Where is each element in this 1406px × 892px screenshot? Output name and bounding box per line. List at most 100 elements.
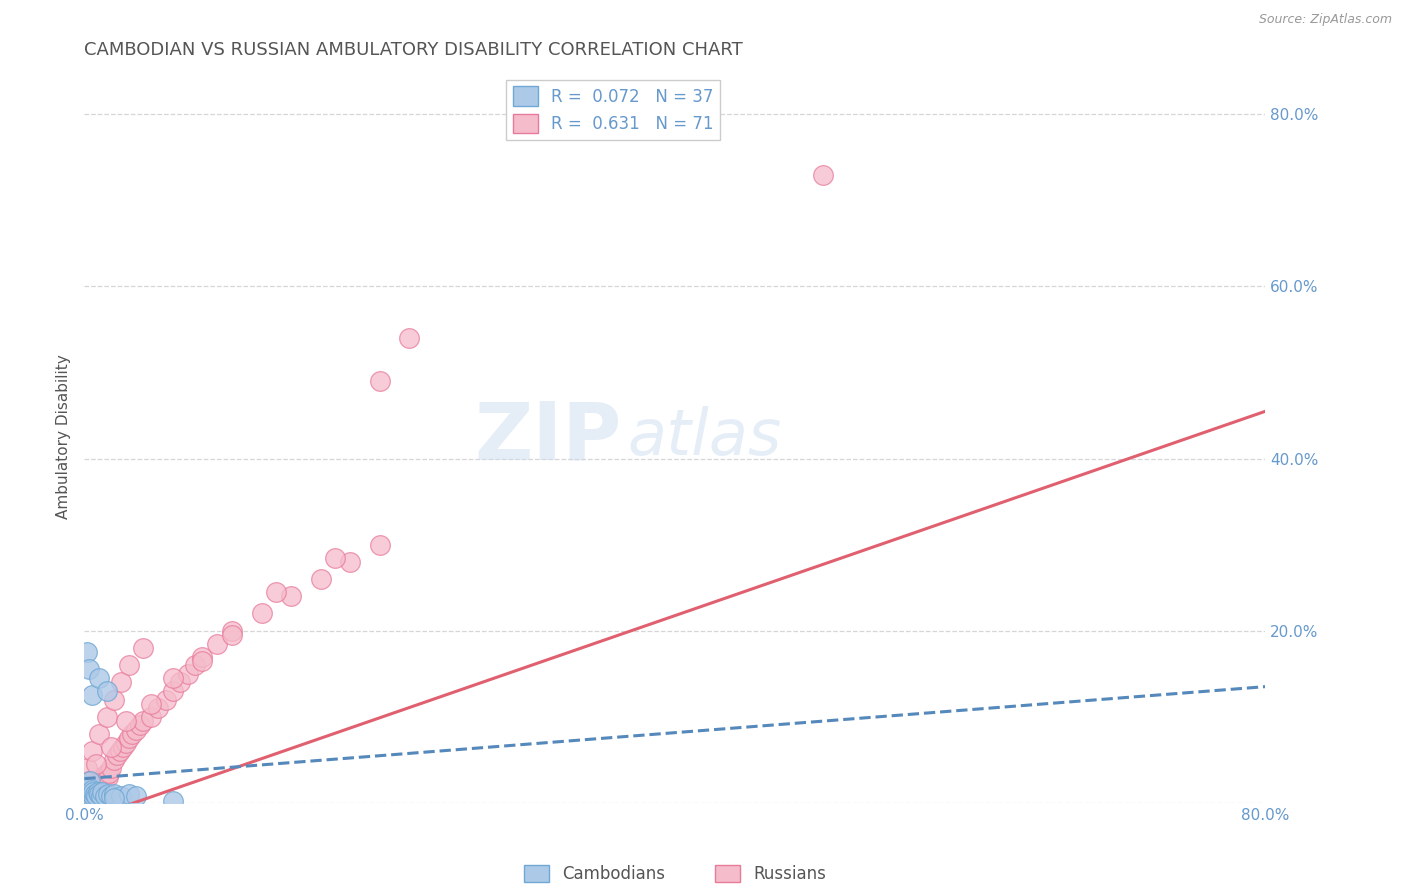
Point [77, 662, 100, 676]
Point [96, 765, 118, 780]
Point [77, 791, 100, 805]
Point [79, 774, 101, 789]
Point [90, 779, 112, 793]
Text: atlas: atlas [627, 406, 782, 468]
Point [75, 783, 97, 797]
Point [86, 780, 108, 795]
Point [114, 714, 136, 728]
Point [90, 789, 112, 803]
Point [80, 688, 103, 702]
Point [84, 779, 107, 793]
Point [82, 785, 104, 799]
Point [264, 585, 288, 599]
Point [80, 791, 103, 805]
Point [84, 757, 107, 772]
Point [100, 761, 122, 775]
Point [96, 684, 118, 698]
Point [118, 658, 141, 673]
Point [132, 714, 155, 728]
Point [83, 787, 105, 801]
Point [221, 624, 243, 638]
Point [76, 761, 98, 775]
Text: ZIP: ZIP [474, 398, 621, 476]
Point [94, 789, 117, 803]
Point [80, 779, 103, 793]
Point [76, 789, 98, 803]
Point [83, 783, 105, 797]
Point [368, 538, 391, 552]
Point [250, 607, 273, 621]
Point [77, 791, 100, 805]
Point [80, 787, 103, 801]
Point [103, 753, 125, 767]
Point [79, 789, 101, 803]
Point [75, 787, 97, 801]
Point [339, 555, 361, 569]
Point [77, 783, 100, 797]
Point [76, 645, 98, 659]
Point [125, 789, 148, 803]
Point [103, 692, 125, 706]
Point [110, 789, 132, 803]
Point [118, 731, 141, 746]
Point [80, 783, 103, 797]
Point [103, 787, 125, 801]
Point [91, 785, 114, 799]
Point [77, 783, 100, 797]
Point [76, 785, 98, 799]
Text: CAMBODIAN VS RUSSIAN AMBULATORY DISABILITY CORRELATION CHART: CAMBODIAN VS RUSSIAN AMBULATORY DISABILI… [84, 41, 744, 59]
Point [79, 780, 101, 795]
Point [177, 666, 200, 681]
Point [205, 637, 228, 651]
Point [79, 789, 101, 803]
Point [89, 787, 111, 801]
Point [77, 787, 100, 801]
Point [89, 671, 111, 685]
Point [75, 783, 97, 797]
Point [97, 770, 120, 784]
Point [77, 774, 100, 789]
Point [132, 640, 155, 655]
Point [77, 780, 100, 795]
Point [103, 791, 125, 805]
Point [89, 727, 111, 741]
Point [162, 671, 184, 685]
Point [76, 789, 98, 803]
Point [221, 628, 243, 642]
Point [162, 684, 184, 698]
Point [398, 331, 420, 345]
Point [76, 785, 98, 799]
Point [75, 787, 97, 801]
Point [309, 572, 332, 586]
Point [82, 789, 104, 803]
Point [76, 779, 98, 793]
Text: Source: ZipAtlas.com: Source: ZipAtlas.com [1258, 13, 1392, 27]
Point [100, 739, 122, 754]
Point [108, 744, 131, 758]
Point [84, 789, 107, 803]
Point [82, 774, 104, 789]
Point [162, 794, 184, 808]
Point [139, 697, 162, 711]
Point [368, 374, 391, 388]
Point [125, 723, 148, 737]
Point [110, 675, 132, 690]
Point [80, 787, 103, 801]
Point [100, 789, 122, 803]
Point [280, 589, 302, 603]
Point [121, 727, 143, 741]
Point [148, 701, 170, 715]
Point [811, 168, 834, 182]
Point [169, 675, 191, 690]
Point [139, 710, 162, 724]
Point [191, 649, 214, 664]
Point [89, 774, 111, 789]
Point [96, 710, 118, 724]
Point [129, 718, 152, 732]
Point [97, 787, 120, 801]
Point [155, 692, 177, 706]
Point [184, 658, 207, 673]
Point [114, 735, 136, 749]
Point [98, 765, 121, 780]
Point [94, 770, 117, 784]
